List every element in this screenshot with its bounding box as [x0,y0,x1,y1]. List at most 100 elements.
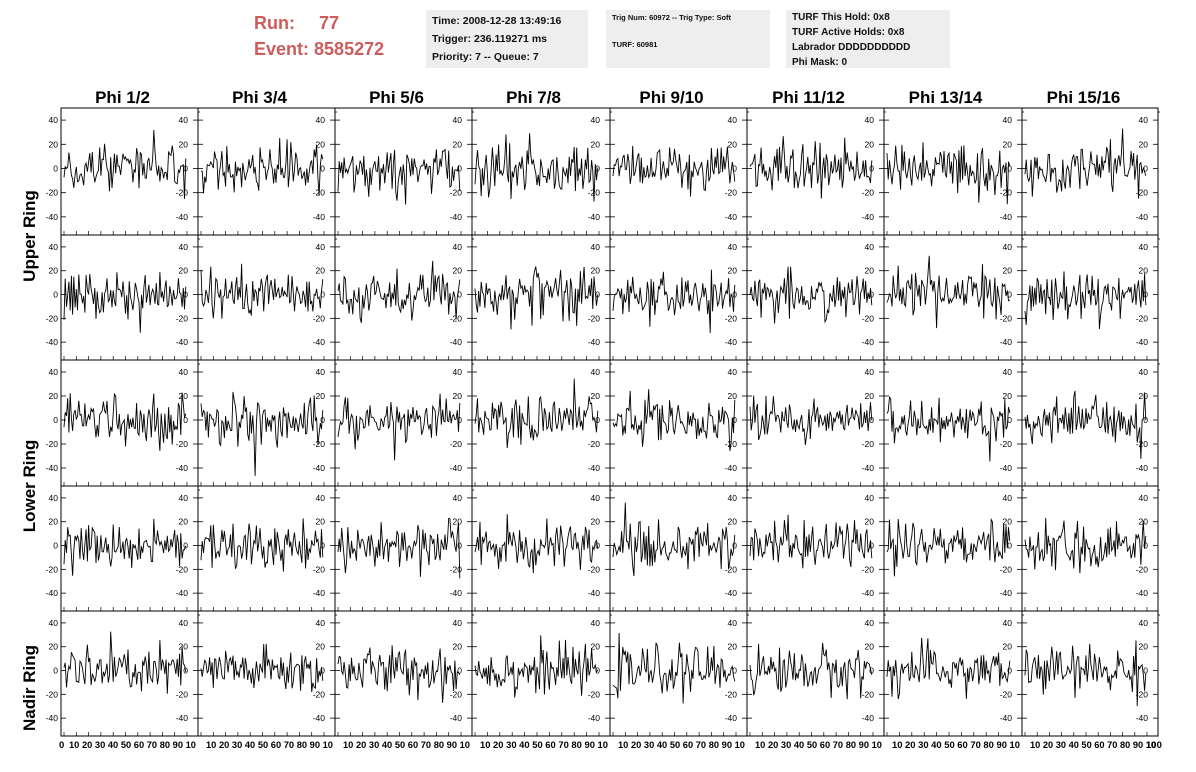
waveform-trace [886,637,1011,700]
y-tick-label: 0 [320,666,325,676]
waveform-trace [612,632,736,704]
y-tick-label: 20 [1003,642,1013,652]
column-header-phi-9-10: Phi 9/10 [639,88,704,107]
y-tick-label: 40 [591,115,601,125]
y-tick-label: 40 [1003,618,1013,628]
y-tick-label: -20 [1136,188,1149,198]
y-tick-label: 20 [865,517,875,527]
y-tick-label: -40 [46,713,59,723]
y-tick-label: -40 [313,713,326,723]
y-tick-label: 0 [457,290,462,300]
y-tick-label: -40 [588,463,601,473]
waveform-trace [63,518,187,576]
waveform-trace [337,645,461,703]
y-tick-label: 0 [320,541,325,551]
y-tick-label: 20 [1139,266,1149,276]
y-tick-label: -20 [1136,689,1149,699]
y-tick-label: 40 [179,115,189,125]
y-tick-label: 40 [49,618,59,628]
waveform-trace [749,642,873,700]
x-tick-labels-strip: 10 20 30 40 50 60 70 80 90 10 [480,740,608,751]
y-tick-label: 40 [591,493,601,503]
y-tick-label: 40 [591,618,601,628]
y-tick-label: 0 [1007,415,1012,425]
y-tick-label: -40 [725,212,738,222]
y-tick-label: 20 [1003,139,1013,149]
waveform-trace [200,518,324,572]
y-tick-label: 40 [179,493,189,503]
y-tick-label: 40 [1139,367,1149,377]
y-tick-label: 20 [728,517,738,527]
y-tick-label: -20 [313,564,326,574]
y-tick-label: 0 [1007,541,1012,551]
y-tick-label: -40 [1000,212,1013,222]
waveform-trace [337,517,461,579]
y-tick-label: -40 [1000,588,1013,598]
y-tick-label: -20 [450,439,463,449]
y-tick-label: -20 [313,439,326,449]
y-tick-label: -40 [588,212,601,222]
y-tick-label: -40 [862,713,875,723]
waveform-trace [337,148,461,205]
y-tick-label: 0 [1007,163,1012,173]
y-tick-label: 40 [49,493,59,503]
y-tick-label: 0 [457,666,462,676]
y-tick-label: -40 [176,337,189,347]
y-tick-label: 20 [1003,266,1013,276]
y-tick-label: 40 [728,493,738,503]
y-tick-label: -20 [450,689,463,699]
y-tick-label: 20 [179,642,189,652]
y-tick-label: -40 [313,463,326,473]
y-tick-label: -40 [313,212,326,222]
y-tick-label: 40 [179,242,189,252]
waveform-trace [337,260,461,324]
y-tick-label: 20 [49,266,59,276]
waveform-trace [200,391,324,476]
waveform-trace [474,266,599,330]
y-tick-label: 40 [316,242,326,252]
y-tick-label: -20 [1136,564,1149,574]
event-value: 8585272 [314,39,385,59]
y-tick-label: -40 [450,588,463,598]
y-tick-label: 0 [53,290,58,300]
y-tick-label: -40 [46,212,59,222]
y-tick-label: 0 [595,415,600,425]
y-tick-label: 20 [728,139,738,149]
waveform-trace [474,635,599,698]
y-tick-label: -20 [862,689,875,699]
phi-mask-line: Phi Mask: 0 [792,57,848,68]
y-tick-label: 0 [53,415,58,425]
y-tick-label: -40 [313,337,326,347]
y-tick-label: -20 [176,188,189,198]
y-tick-label: 20 [865,642,875,652]
y-tick-label: 40 [591,367,601,377]
y-tick-label: -40 [1136,463,1149,473]
y-tick-label: 0 [1143,163,1148,173]
y-tick-label: 40 [865,367,875,377]
y-tick-label: -40 [1000,713,1013,723]
y-tick-label: 0 [320,290,325,300]
y-tick-label: 20 [49,517,59,527]
event-label: Event: [254,39,310,59]
y-tick-label: 40 [453,618,463,628]
y-tick-label: 40 [865,493,875,503]
y-tick-label: 0 [869,666,874,676]
y-tick-label: -20 [46,313,59,323]
run-event-header: Run: 77 Event: 8585272 [254,10,384,62]
waveform-trace [749,395,873,446]
y-tick-label: 40 [316,367,326,377]
y-tick-label: -20 [1000,439,1013,449]
